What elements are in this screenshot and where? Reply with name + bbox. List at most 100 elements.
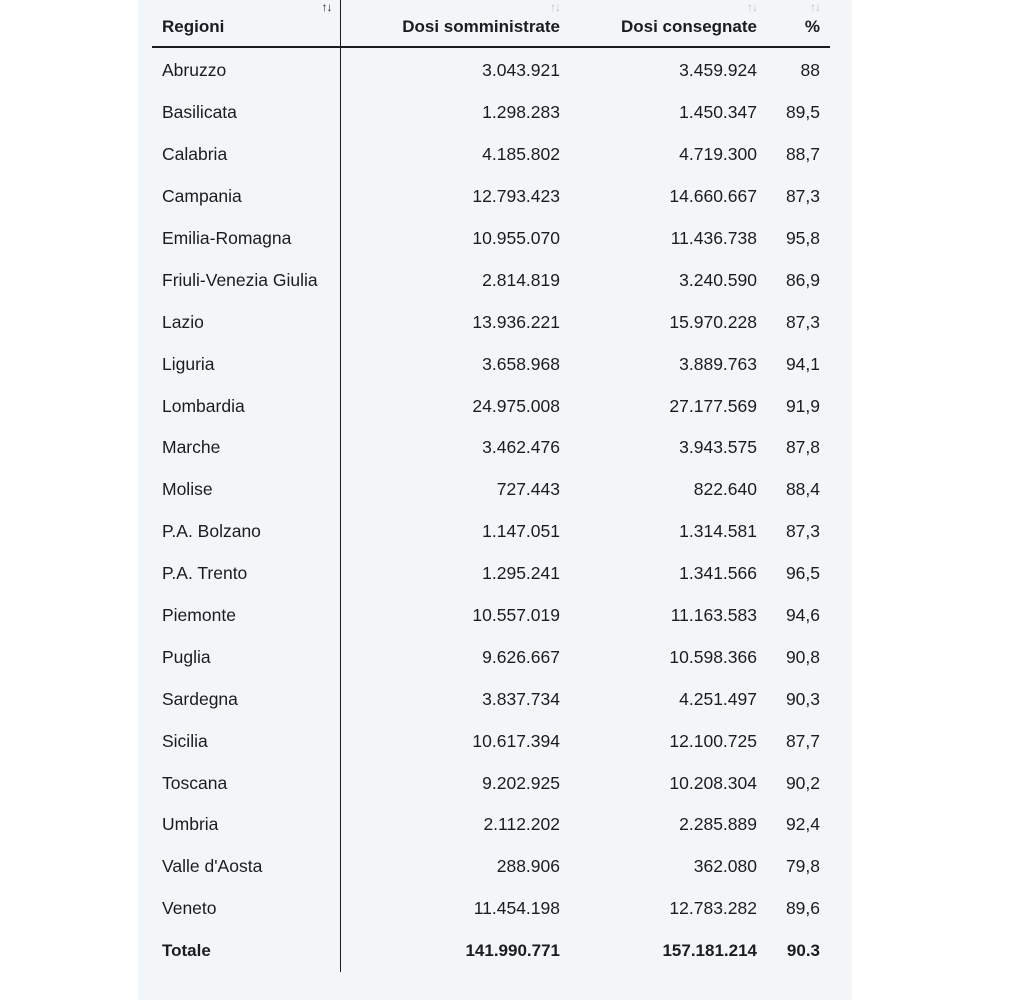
cell-delivered: 10.598.366 [669, 646, 757, 667]
cell-percent: 89,6 [785, 898, 820, 919]
cell-administered: 1.295.241 [482, 563, 560, 584]
cell-delivered: 3.889.763 [679, 353, 757, 374]
cell-administered: 12.793.423 [472, 186, 560, 207]
column-header-percent-label: % [804, 17, 820, 36]
cell-region: Molise [152, 468, 341, 511]
cell-region: Piemonte [152, 594, 341, 637]
cell-percent: 87,3 [785, 311, 820, 332]
cell-region: Calabria [152, 133, 341, 176]
column-header-region-label: Regioni [162, 17, 225, 36]
table-row: Abruzzo 3.043.921 3.459.924 88 [152, 47, 830, 92]
cell-administered: 10.557.019 [472, 605, 560, 626]
sort-arrows-icon[interactable]: ↑↓ [747, 0, 758, 14]
table-row: Veneto 11.454.198 12.783.282 89,6 [152, 887, 830, 930]
cell-percent: 86,9 [785, 269, 820, 290]
column-header-percent[interactable]: % ↑↓ [767, 0, 830, 48]
cell-delivered: 4.719.300 [679, 144, 757, 165]
cell-delivered: 11.436.738 [670, 228, 757, 248]
cell-administered: 10.617.394 [472, 730, 560, 751]
table-row: Piemonte 10.557.019 11.163.583 94,6 [152, 594, 830, 637]
cell-administered: 9.626.667 [482, 646, 560, 667]
cell-region: Lazio [152, 301, 341, 344]
total-percent: 90.3 [786, 940, 820, 960]
cell-region: Umbria [152, 804, 341, 846]
cell-region: Puglia [152, 636, 341, 679]
column-header-administered-label: Dosi somministrate [402, 17, 560, 36]
column-header-delivered-label: Dosi consegnate [620, 17, 757, 36]
cell-administered: 3.462.476 [482, 437, 560, 458]
cell-delivered: 12.100.725 [669, 730, 757, 751]
cell-region: Liguria [152, 343, 341, 386]
cell-delivered: 1.341.566 [679, 563, 757, 584]
cell-percent: 94,6 [785, 605, 820, 626]
cell-region: Marche [152, 427, 341, 469]
cell-delivered: 3.240.590 [679, 269, 757, 290]
cell-percent: 94,1 [785, 353, 820, 374]
total-row: Totale 141.990.771 157.181.214 90.3 [152, 929, 830, 972]
cell-percent: 87,8 [785, 437, 820, 458]
cell-administered: 4.185.802 [482, 144, 560, 165]
cell-percent: 90,8 [785, 646, 820, 667]
column-header-region[interactable]: Regioni ↑↓ [152, 0, 341, 48]
cell-percent: 88,7 [785, 144, 820, 165]
cell-delivered: 2.285.889 [679, 814, 757, 835]
cell-administered: 11.454.198 [473, 898, 560, 919]
cell-region: Lombardia [152, 385, 341, 428]
table-row: Molise 727.443 822.640 88,4 [152, 468, 830, 511]
table-body: Abruzzo 3.043.921 3.459.924 88 Basilicat… [152, 47, 830, 972]
sort-arrows-icon[interactable]: ↑↓ [550, 0, 561, 14]
sort-arrows-icon[interactable]: ↑↓ [810, 0, 821, 14]
cell-percent: 87,3 [785, 521, 820, 542]
column-header-delivered[interactable]: Dosi consegnate ↑↓ [570, 0, 767, 48]
cell-region: P.A. Bolzano [152, 510, 341, 553]
table-row: Valle d'Aosta 288.906 362.080 79,8 [152, 845, 830, 888]
cell-delivered: 4.251.497 [679, 688, 757, 709]
cell-delivered: 10.208.304 [669, 772, 757, 793]
cell-region: Emilia-Romagna [152, 217, 341, 260]
cell-administered: 9.202.925 [482, 772, 560, 793]
table-header: Regioni ↑↓ Dosi somministrate ↑↓ Dosi co… [152, 0, 830, 48]
table-row: Umbria 2.112.202 2.285.889 92,4 [152, 804, 830, 846]
total-label: Totale [152, 929, 341, 972]
cell-region: P.A. Trento [152, 552, 341, 595]
table-row: P.A. Bolzano 1.147.051 1.314.581 87,3 [152, 510, 830, 553]
table-row: Puglia 9.626.667 10.598.366 90,8 [152, 636, 830, 679]
cell-delivered: 14.660.667 [669, 186, 757, 207]
table-row: Marche 3.462.476 3.943.575 87,8 [152, 427, 830, 469]
cell-region: Friuli-Venezia Giulia [152, 259, 341, 302]
cell-delivered: 3.943.575 [679, 437, 757, 458]
table-row: Lombardia 24.975.008 27.177.569 91,9 [152, 385, 830, 428]
table-row: Friuli-Venezia Giulia 2.814.819 3.240.59… [152, 259, 830, 302]
cell-percent: 92,4 [785, 814, 820, 835]
cell-region: Toscana [152, 762, 341, 805]
cell-percent: 79,8 [785, 856, 820, 877]
cell-administered: 288.906 [496, 856, 560, 877]
cell-percent: 90,2 [785, 772, 820, 793]
table-row: Sardegna 3.837.734 4.251.497 90,3 [152, 678, 830, 721]
cell-administered: 13.936.221 [472, 311, 560, 332]
total-delivered: 157.181.214 [662, 940, 757, 960]
table-row: Toscana 9.202.925 10.208.304 90,2 [152, 762, 830, 805]
cell-percent: 88,4 [785, 479, 820, 500]
cell-delivered: 3.459.924 [679, 60, 757, 81]
cell-region: Abruzzo [152, 47, 341, 92]
sort-arrows-icon[interactable]: ↑↓ [321, 0, 333, 14]
cell-administered: 3.043.921 [482, 60, 560, 81]
cell-administered: 10.955.070 [472, 228, 560, 248]
cell-percent: 90,3 [785, 688, 820, 709]
cell-delivered: 822.640 [693, 479, 757, 500]
cell-region: Sicilia [152, 720, 341, 763]
cell-administered: 24.975.008 [472, 395, 560, 416]
table-row: P.A. Trento 1.295.241 1.341.566 96,5 [152, 552, 830, 595]
cell-delivered: 11.163.583 [670, 605, 757, 626]
cell-administered: 2.112.202 [483, 814, 560, 835]
total-administered: 141.990.771 [465, 940, 560, 960]
cell-delivered: 15.970.228 [669, 311, 757, 332]
cell-administered: 3.837.734 [482, 688, 560, 709]
table-row: Campania 12.793.423 14.660.667 87,3 [152, 175, 830, 218]
cell-region: Valle d'Aosta [152, 845, 341, 888]
cell-percent: 95,8 [785, 228, 820, 248]
cell-administered: 727.443 [496, 479, 560, 500]
column-header-administered[interactable]: Dosi somministrate ↑↓ [340, 0, 570, 48]
cell-percent: 91,9 [785, 395, 820, 416]
